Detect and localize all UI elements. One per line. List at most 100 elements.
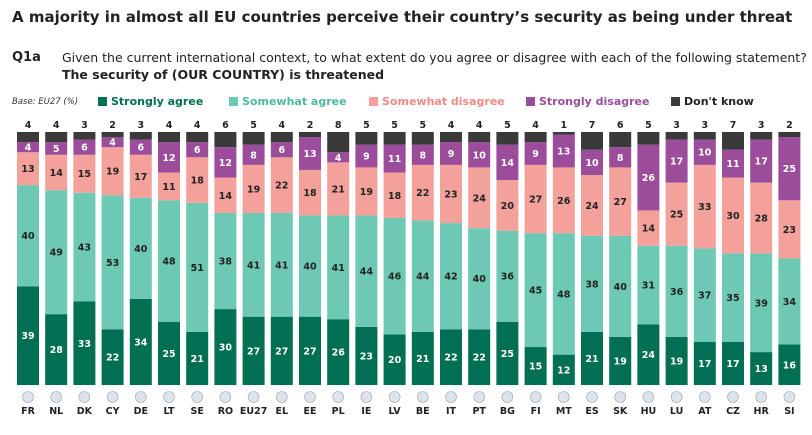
bar-segment-pl-2 (327, 162, 350, 216)
category-label: CZ (726, 406, 740, 417)
data-label: 27 (614, 197, 627, 208)
data-label: 13 (557, 146, 570, 157)
data-label: 4 (25, 143, 32, 154)
bar-segment-pl-0 (327, 319, 350, 385)
legend-somewhat-agree: Somewhat agree (229, 95, 347, 108)
data-label: 14 (219, 191, 233, 202)
bar-segment-at-1 (693, 248, 716, 342)
flag-bg-icon (501, 391, 514, 403)
data-label: 27 (275, 346, 288, 357)
flag-it-icon (445, 391, 457, 403)
data-label: 25 (783, 164, 796, 175)
bar-segment-hr-2 (750, 182, 773, 254)
data-label: 26 (332, 348, 346, 359)
bar-segment-dk-4 (73, 132, 96, 140)
data-label: 12 (219, 158, 232, 169)
data-label: 18 (303, 188, 317, 199)
data-label: 19 (106, 167, 119, 178)
bar-segment-de-0 (129, 298, 152, 385)
bar-segment-lt-4 (158, 132, 180, 143)
bar-segment-pt-4 (468, 132, 491, 143)
data-label: 11 (388, 154, 401, 165)
category-label: LU (670, 406, 683, 417)
bar-segment-bg-3 (496, 144, 519, 181)
bar-segment-it-0 (440, 329, 462, 385)
statement-text: The security of (OUR COUNTRY) is threate… (62, 67, 385, 82)
category-label: PL (332, 406, 345, 417)
data-label: 19 (670, 356, 683, 367)
data-label-dont-know: 3 (701, 120, 708, 131)
data-label: 19 (247, 184, 260, 195)
bar-segment-el-3 (270, 142, 293, 158)
data-label: 26 (642, 173, 656, 184)
data-label: 12 (162, 153, 175, 164)
data-label-dont-know: 4 (476, 120, 483, 131)
data-label: 5 (53, 144, 60, 155)
bar-segment-at-3 (693, 139, 716, 165)
bar-segment-be-2 (411, 164, 434, 221)
bar-segment-ro-1 (214, 212, 237, 310)
data-label: 38 (585, 279, 599, 290)
bar-segment-nl-0 (45, 314, 68, 385)
data-label: 21 (191, 354, 204, 365)
bar-segment-bg-1 (496, 230, 519, 322)
data-label-dont-know: 5 (391, 120, 398, 131)
bar-segment-lu-3 (665, 139, 688, 183)
flag-ie-icon (360, 391, 373, 403)
bar-segment-it-2 (440, 164, 462, 224)
bar-segment-fr-4 (17, 132, 39, 143)
category-label: ES (585, 406, 598, 417)
data-label: 23 (783, 225, 796, 236)
bar-segment-cy-0 (101, 329, 124, 385)
category-label: SE (191, 406, 204, 417)
bar-segment-lv-2 (383, 172, 406, 219)
bar-segment-ro-3 (214, 147, 237, 178)
bar-segment-es-1 (581, 235, 603, 332)
data-label: 17 (134, 172, 147, 183)
bar-segment-dk-0 (73, 301, 96, 385)
data-label-dont-know: 4 (532, 120, 539, 131)
bar-segment-de-4 (129, 132, 152, 140)
data-label-dont-know: 8 (335, 120, 342, 131)
data-label: 8 (250, 150, 257, 161)
data-label: 25 (162, 349, 175, 360)
data-label: 38 (219, 257, 233, 268)
data-label: 9 (532, 149, 539, 160)
bar-segment-lt-0 (158, 321, 180, 385)
bar-segment-ro-2 (214, 177, 237, 213)
bar-segment-ie-4 (355, 132, 378, 145)
data-label: 12 (557, 365, 570, 376)
data-label: 48 (162, 257, 176, 268)
bar-segment-pt-1 (468, 228, 491, 330)
data-label: 28 (755, 214, 769, 225)
bar-segment-se-2 (186, 157, 209, 203)
data-label: 40 (473, 274, 487, 285)
category-label: DE (134, 406, 148, 417)
data-label: 6 (194, 145, 201, 156)
data-label: 28 (50, 345, 64, 356)
legend-swatch (369, 97, 378, 106)
data-label: 30 (219, 343, 233, 354)
flag-dk-icon (78, 391, 91, 403)
data-label-dont-know: 6 (617, 120, 624, 131)
data-label: 39 (21, 331, 34, 342)
data-label: 40 (303, 262, 317, 273)
data-label: 18 (388, 191, 402, 202)
flag-ro-icon (219, 391, 232, 403)
data-label-dont-know: 4 (448, 120, 455, 131)
bar-segment-sk-2 (609, 167, 632, 236)
data-label: 27 (247, 346, 260, 357)
bar-segment-es-3 (581, 149, 603, 176)
data-label: 33 (698, 202, 711, 213)
data-label: 41 (275, 260, 288, 271)
bar-segment-at-2 (693, 164, 716, 249)
data-label: 44 (360, 267, 374, 278)
data-label: 25 (670, 210, 683, 221)
bar-segment-es-4 (581, 132, 603, 150)
bar-segment-hu-4 (637, 132, 660, 145)
data-label: 22 (416, 188, 429, 199)
flag-cy-icon (106, 391, 119, 403)
bar-segment-ie-0 (355, 326, 378, 385)
bar-segment-fi-3 (524, 142, 547, 165)
flag-be-icon (416, 391, 429, 403)
